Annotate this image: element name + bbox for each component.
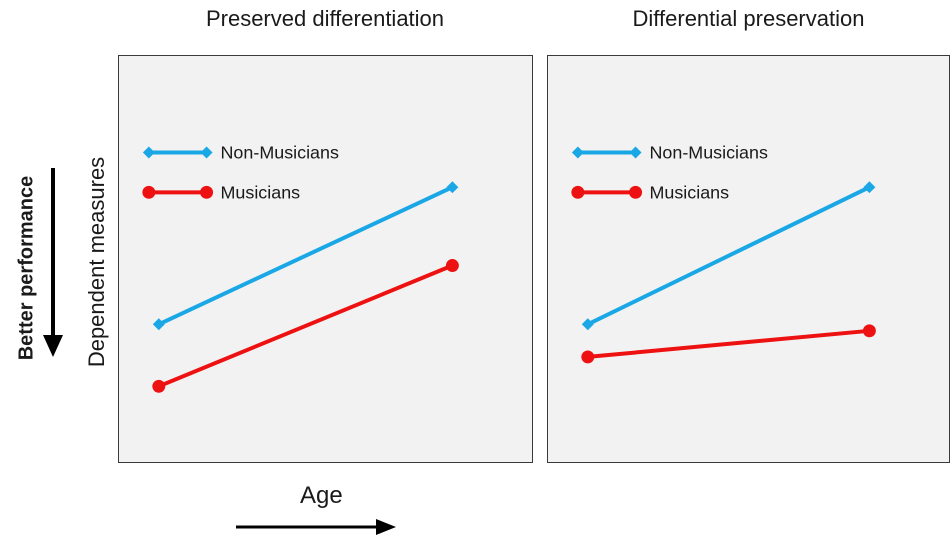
legend-marker-start-non-musicians: [571, 146, 584, 159]
plot-area-right: Non-Musicians Musicians: [547, 55, 950, 463]
data-point-musicians-0: [581, 350, 595, 364]
data-point-non-musicians-1: [446, 181, 459, 194]
legend-marker-start-musicians: [571, 185, 585, 199]
series-line-non-musicians: [157, 185, 454, 327]
data-point-musicians-1: [445, 259, 459, 272]
legend-marker-end-musicians: [629, 185, 643, 199]
legend-marker-end-non-musicians: [629, 146, 642, 159]
legend-label-non-musicians: Non-Musicians: [649, 142, 767, 162]
chart-title-preserved-differentiation: Preserved differentiation: [205, 6, 445, 31]
down-arrow-icon: [43, 168, 63, 357]
series-line-musicians: [587, 328, 870, 359]
series-line-musicians: [158, 263, 454, 389]
series-line-non-musicians: [586, 185, 871, 327]
data-point-non-musicians-0: [152, 318, 165, 331]
legend-marker-start-musicians: [142, 185, 156, 199]
data-point-non-musicians-0: [581, 318, 594, 331]
data-point-non-musicians-1: [863, 181, 876, 194]
plot-area-left: Non-Musicians Musicians: [118, 55, 533, 463]
chart-left-svg: Non-Musicians Musicians: [142, 142, 459, 393]
legend-label-musicians: Musicians: [221, 182, 301, 202]
legend-marker-end-musicians: [200, 185, 214, 199]
data-point-musicians-0: [152, 379, 166, 393]
right-arrow-icon: [236, 519, 396, 535]
data-point-musicians-1: [862, 324, 876, 338]
legend-label-non-musicians: Non-Musicians: [221, 142, 339, 162]
x-axis-label: Age: [300, 482, 343, 509]
chart-right-svg: Non-Musicians Musicians: [571, 142, 876, 364]
legend-label-musicians: Musicians: [649, 182, 729, 202]
chart-title-differential-preservation: Differential preservation: [632, 6, 865, 31]
